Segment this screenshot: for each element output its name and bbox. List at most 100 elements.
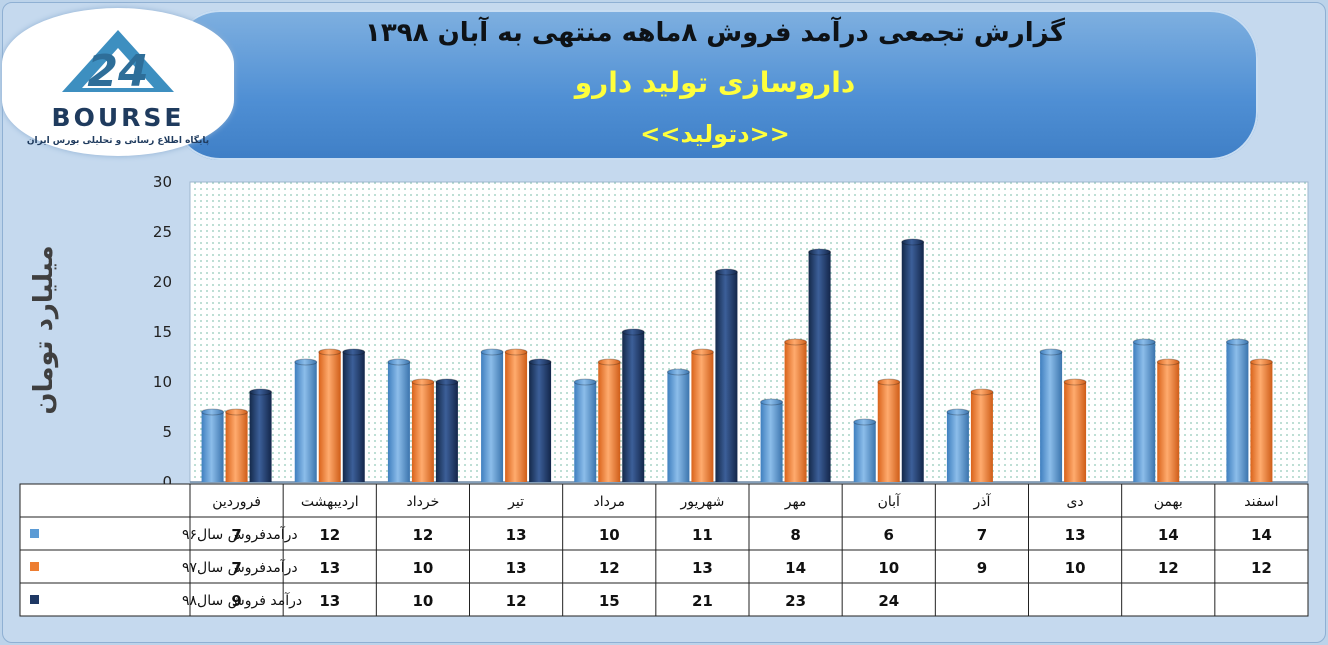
data-label: 24	[878, 592, 899, 610]
chart-title: گزارش تجمعی درآمد فروش ۸ماهه منتهی به آب…	[365, 18, 1065, 48]
bar-cap	[877, 378, 901, 386]
data-label: 9	[977, 559, 987, 577]
x-tick-label: شهریور	[680, 494, 725, 510]
data-label: 12	[599, 559, 620, 577]
legend-entry: درآمدفروش سال۹۶	[182, 526, 298, 543]
logo-mark-icon: 24	[62, 30, 174, 97]
plot-area	[189, 181, 1309, 483]
bar-cap	[201, 408, 225, 416]
bar	[853, 422, 876, 482]
data-label: 23	[785, 592, 806, 610]
bar-cap	[760, 398, 784, 406]
bar	[691, 352, 714, 482]
y-tick-label: 0	[162, 473, 172, 491]
data-table: فروردین اردیبهشت خرداد تیر مرداد شهریور مهر آبا…	[19, 483, 1309, 617]
bar-cap	[249, 388, 273, 396]
bar-cap	[853, 418, 877, 426]
bar	[1250, 362, 1273, 482]
x-tick-label: مهر	[784, 494, 807, 510]
x-tick-label: اردیبهشت	[301, 494, 359, 510]
x-tick-label: تیر	[507, 494, 524, 510]
bar-cap	[411, 378, 435, 386]
bar-cap	[225, 408, 249, 416]
data-label: 13	[319, 559, 340, 577]
bar	[529, 362, 552, 482]
data-label: 7	[977, 526, 987, 544]
data-label: 10	[412, 592, 433, 610]
x-tick-label: فروردین	[212, 494, 261, 510]
bar-cap	[621, 328, 645, 336]
bar-cap	[714, 268, 738, 276]
legend-entry: درآمد فروش سال۹۸	[182, 592, 302, 609]
logo-wordmark: BOURSE	[51, 103, 185, 132]
bar	[411, 382, 434, 482]
bar	[808, 252, 831, 482]
data-label: 21	[692, 592, 713, 610]
bar-cap	[1039, 348, 1063, 356]
bar-cap	[318, 348, 342, 356]
data-label: 12	[1158, 559, 1179, 577]
bar-cap	[666, 368, 690, 376]
bar	[1133, 342, 1156, 482]
bar-cap	[1063, 378, 1087, 386]
bar	[667, 372, 690, 482]
bar-cap	[1249, 358, 1273, 366]
bar-cap	[690, 348, 714, 356]
data-label: 10	[412, 559, 433, 577]
bar-cap	[342, 348, 366, 356]
data-label: 8	[790, 526, 800, 544]
data-label: 6	[884, 526, 894, 544]
x-tick-label: اسفند	[1244, 494, 1278, 510]
bar	[1157, 362, 1180, 482]
data-label: 13	[506, 526, 527, 544]
bar-cap	[387, 358, 411, 366]
bar	[225, 412, 248, 482]
bar-cap	[597, 358, 621, 366]
bar	[1040, 352, 1063, 482]
bar	[1226, 342, 1249, 482]
data-label: 12	[319, 526, 340, 544]
data-label: 11	[692, 526, 713, 544]
svg-text:24: 24	[87, 46, 148, 97]
x-tick-label: آبان	[878, 493, 901, 510]
ticker-symbol: <<دتولید>>	[640, 120, 790, 148]
bar	[760, 402, 783, 482]
title-banner: گزارش تجمعی درآمد فروش ۸ماهه منتهی به آب…	[172, 10, 1258, 160]
y-tick-label: 15	[153, 323, 172, 341]
bar	[318, 352, 341, 482]
bar	[505, 352, 528, 482]
bar	[201, 412, 224, 482]
bar	[1064, 382, 1087, 482]
data-label: 10	[599, 526, 620, 544]
bar-cap	[573, 378, 597, 386]
x-tick-label: بهمن	[1154, 494, 1183, 510]
bar-cap	[808, 248, 832, 256]
company-name: داروسازی تولید دارو	[574, 66, 856, 99]
y-axis: 0 5 10 15 20 25 30	[153, 173, 172, 491]
data-label: 13	[506, 559, 527, 577]
bar-cap	[946, 408, 970, 416]
bar	[294, 362, 317, 482]
bar-cap	[528, 358, 552, 366]
data-label: 13	[1065, 526, 1086, 544]
bar-cap	[1156, 358, 1180, 366]
data-label: 14	[1251, 526, 1272, 544]
legend-entry: درآمدفروش سال۹۷	[182, 559, 298, 576]
bar-cap	[970, 388, 994, 396]
x-tick-label: آذر	[972, 493, 991, 510]
bar	[574, 382, 597, 482]
bar-cap	[504, 348, 528, 356]
data-label: 12	[412, 526, 433, 544]
bar-cap	[435, 378, 459, 386]
bar	[342, 352, 365, 482]
data-label: 7	[231, 526, 241, 544]
bar	[877, 382, 900, 482]
bar-cap	[901, 238, 925, 246]
bar	[946, 412, 969, 482]
x-tick-label: مرداد	[593, 494, 625, 510]
data-label: 10	[878, 559, 899, 577]
bar	[435, 382, 458, 482]
bar	[622, 332, 645, 482]
bar-cap	[1132, 338, 1156, 346]
data-label: 13	[319, 592, 340, 610]
